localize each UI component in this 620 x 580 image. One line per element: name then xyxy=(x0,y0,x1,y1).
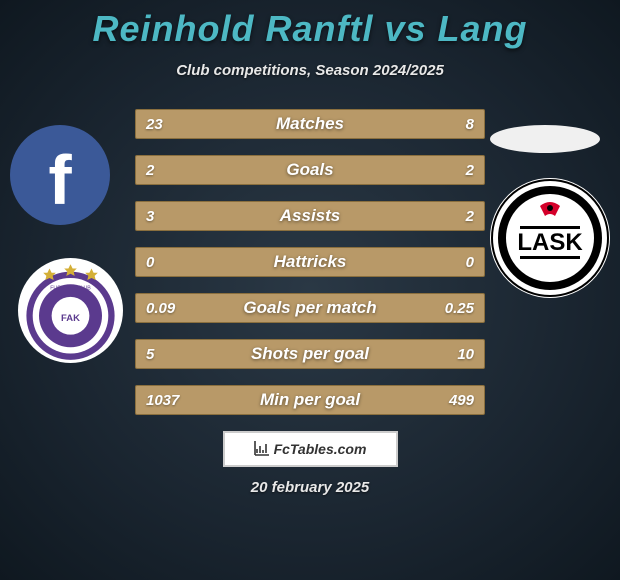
stat-left-value: 0 xyxy=(146,254,196,271)
stat-left-value: 2 xyxy=(146,162,196,179)
stat-label: Goals per match xyxy=(243,298,376,318)
stat-label: Shots per goal xyxy=(251,344,369,364)
stats-container: 23Matches82Goals23Assists20Hattricks00.0… xyxy=(135,109,485,415)
stat-row: 1037 Min per goal 499 xyxy=(135,385,485,415)
stat-label: Assists xyxy=(280,206,340,226)
stat-label: Goals xyxy=(286,160,333,180)
stat-left-value: 23 xyxy=(146,116,196,133)
stat-right-value: 0 xyxy=(424,254,474,271)
right-club-badge: LASK xyxy=(490,178,610,298)
stat-right-value: 10 xyxy=(424,346,474,363)
stat-row: 0 Hattricks 0 xyxy=(135,247,485,277)
chart-icon xyxy=(254,440,270,459)
svg-text:FAK: FAK xyxy=(61,313,80,324)
stat-left-value: 5 xyxy=(146,346,196,363)
right-top-placeholder-icon xyxy=(490,125,600,153)
stat-row: 3 Assists 2 xyxy=(135,201,485,231)
subtitle: Club competitions, Season 2024/2025 xyxy=(0,62,620,79)
stat-right-value: 0.25 xyxy=(424,300,474,317)
svg-text:FUSSBALLKLUB: FUSSBALLKLUB xyxy=(50,286,91,292)
stat-label: Min per goal xyxy=(260,390,360,410)
stat-label: Matches xyxy=(276,114,344,134)
stat-right-value: 2 xyxy=(424,208,474,225)
watermark-badge[interactable]: FcTables.com xyxy=(223,431,398,467)
stat-left-value: 0.09 xyxy=(146,300,196,317)
stat-row: 2 Goals 2 xyxy=(135,155,485,185)
svg-text:LASK: LASK xyxy=(517,229,583,256)
watermark-text: FcTables.com xyxy=(274,441,367,457)
stat-right-value: 499 xyxy=(424,392,474,409)
date-text: 20 february 2025 xyxy=(0,479,620,496)
facebook-icon[interactable]: f xyxy=(10,125,110,225)
stat-row: 23 Matches 8 xyxy=(135,109,485,139)
stat-left-value: 1037 xyxy=(146,392,196,409)
stat-row: 0.09 Goals per match 0.25 xyxy=(135,293,485,323)
stat-label: Hattricks xyxy=(274,252,347,272)
stat-left-value: 3 xyxy=(146,208,196,225)
stat-right-value: 8 xyxy=(424,116,474,133)
left-club-badge: FAK FUSSBALLKLUB xyxy=(18,258,123,363)
stat-row: 5 Shots per goal 10 xyxy=(135,339,485,369)
page-title: Reinhold Ranftl vs Lang xyxy=(0,0,620,50)
facebook-f-glyph: f xyxy=(48,140,71,220)
stat-right-value: 2 xyxy=(424,162,474,179)
